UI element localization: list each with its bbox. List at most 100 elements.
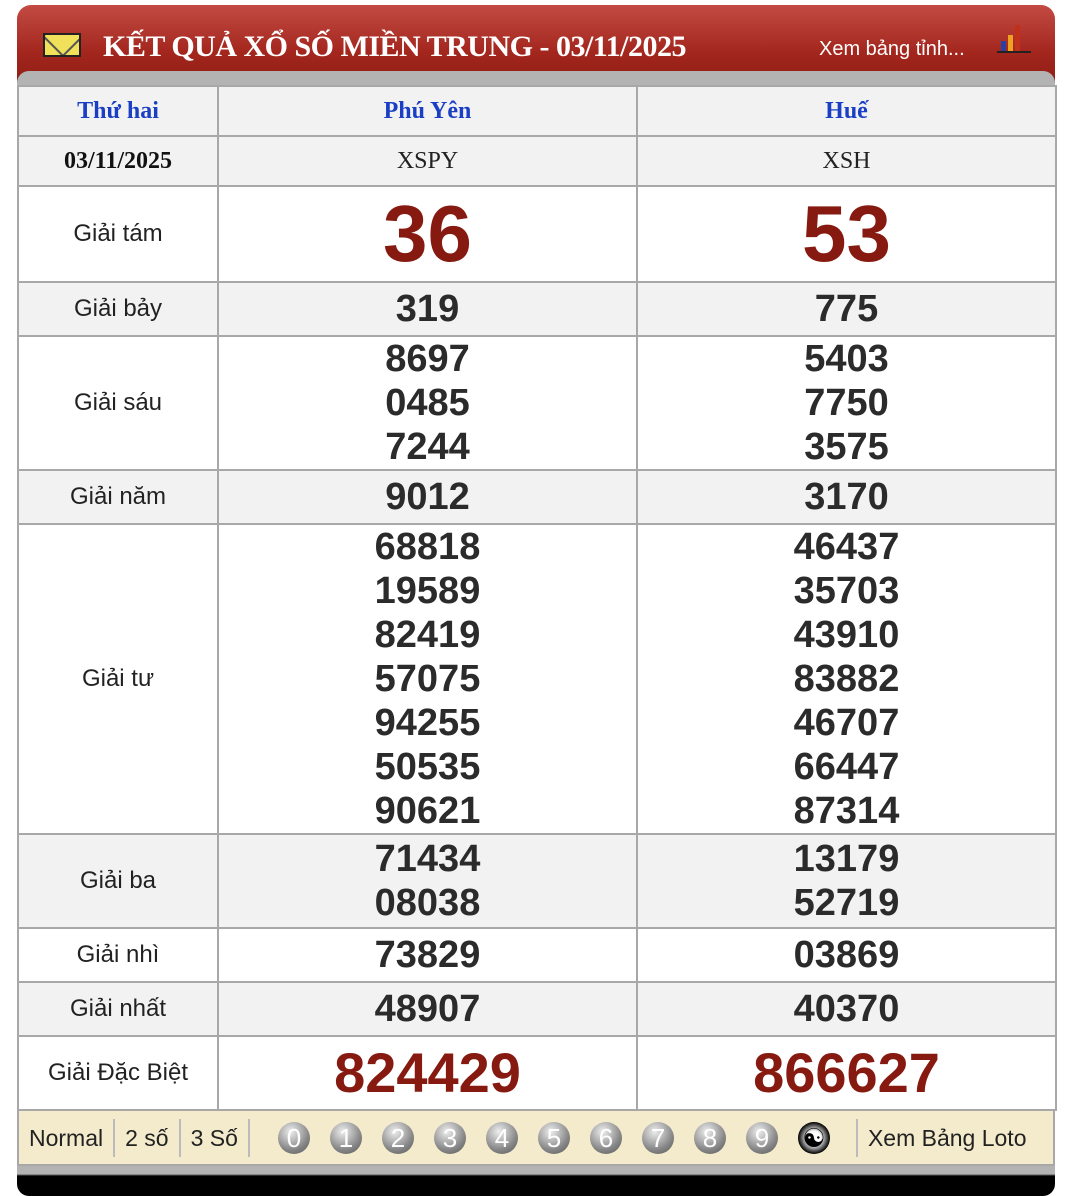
prize-number: 3170 — [804, 476, 889, 518]
prize-number: 03869 — [793, 934, 900, 976]
page-title: KẾT QUẢ XỔ SỐ MIỀN TRUNG - 03/11/2025 — [103, 30, 686, 63]
digit-2-button[interactable]: 2 — [381, 1121, 414, 1154]
prize-label: Giải tám — [17, 185, 219, 283]
prize-number: 90621 — [374, 790, 481, 832]
prize-number: 48907 — [374, 988, 481, 1030]
prize-number: 50535 — [374, 746, 481, 788]
prize-row: Giải tư 68818 19589 82419 57075 94255 50535 906… — [17, 523, 1057, 835]
prize-label: Giải năm — [17, 469, 219, 525]
prize-number: 68818 — [374, 526, 481, 568]
prize-cell: 71434 08038 — [217, 833, 638, 929]
prize-cell: 36 — [217, 185, 638, 283]
prize-label: Giải tư — [17, 523, 219, 835]
prize-number: 319 — [395, 288, 460, 330]
prize-label: Giải nhì — [17, 927, 219, 983]
prize-number: 7750 — [804, 382, 889, 424]
prize-row: Giải ba 71434 08038 13179 52719 — [17, 833, 1057, 929]
prize-number: 71434 — [374, 838, 481, 880]
prize-cell: 824429 — [217, 1035, 638, 1111]
prize-row: Giải năm 9012 3170 — [17, 469, 1057, 525]
prize-number: 8697 — [385, 338, 470, 380]
prize-row: Giải nhì 73829 03869 — [17, 927, 1057, 983]
prize-row: Giải Đặc Biệt 824429 866627 — [17, 1035, 1057, 1111]
prize-number: 9012 — [385, 476, 470, 518]
prize-number: 82419 — [374, 614, 481, 656]
prize-cell: 40370 — [636, 981, 1057, 1037]
digit-3-button[interactable]: 3 — [433, 1121, 466, 1154]
digit-8-button[interactable]: 8 — [693, 1121, 726, 1154]
prize-row: Giải nhất 48907 40370 — [17, 981, 1057, 1037]
province-hue[interactable]: Huế — [636, 85, 1057, 137]
prize-number: 87314 — [793, 790, 900, 832]
prize-number: 53 — [802, 189, 891, 278]
prize-number: 57075 — [374, 658, 481, 700]
prize-cell: 68818 19589 82419 57075 94255 50535 90621 — [217, 523, 638, 835]
prize-number: 94255 — [374, 702, 481, 744]
prize-cell: 775 — [636, 281, 1057, 337]
prize-cell: 46437 35703 43910 83882 46707 66447 87314 — [636, 523, 1057, 835]
mode-3-digits[interactable]: 3 Số — [181, 1118, 250, 1157]
envelope-icon — [43, 33, 81, 57]
prize-cell: 53 — [636, 185, 1057, 283]
province-code: XSH — [636, 135, 1057, 187]
prize-number: 0485 — [385, 382, 470, 424]
digit-4-button[interactable]: 4 — [485, 1121, 518, 1154]
prize-label: Giải sáu — [17, 335, 219, 471]
prize-number: 40370 — [793, 988, 900, 1030]
prize-row: Giải tám 36 53 — [17, 185, 1057, 283]
prize-number: 36 — [383, 189, 472, 278]
yin-yang-icon[interactable]: ☯ — [797, 1121, 830, 1154]
prize-cell: 3170 — [636, 469, 1057, 525]
prize-label: Giải ba — [17, 833, 219, 929]
prize-number: 08038 — [374, 882, 481, 924]
digit-7-button[interactable]: 7 — [641, 1121, 674, 1154]
prize-row: Giải bảy 319 775 — [17, 281, 1057, 337]
province-phu-yen[interactable]: Phú Yên — [217, 85, 638, 137]
prize-number: 46437 — [793, 526, 900, 568]
prize-number: 5403 — [804, 338, 889, 380]
prize-cell: 5403 7750 3575 — [636, 335, 1057, 471]
results-widget: KẾT QUẢ XỔ SỐ MIỀN TRUNG - 03/11/2025 Xe… — [17, 5, 1057, 1196]
draw-date: 03/11/2025 — [17, 135, 219, 187]
prize-cell: 319 — [217, 281, 638, 337]
view-provinces-link[interactable]: Xem bảng tỉnh... — [819, 38, 965, 60]
mode-2-digits[interactable]: 2 số — [115, 1118, 181, 1157]
prize-number: 43910 — [793, 614, 900, 656]
prize-cell: 8697 0485 7244 — [217, 335, 638, 471]
prize-number: 3575 — [804, 426, 889, 468]
prize-row: Giải sáu 8697 0485 7244 5403 7750 3575 — [17, 335, 1057, 471]
results-table: Thứ hai Phú Yên Huế 03/11/2025 XSPY XSH … — [17, 85, 1057, 1111]
prize-number: 35703 — [793, 570, 900, 612]
prize-cell: 866627 — [636, 1035, 1057, 1111]
prize-cell: 13179 52719 — [636, 833, 1057, 929]
prize-number: 52719 — [793, 882, 900, 924]
prize-number: 73829 — [374, 934, 481, 976]
view-loto-link[interactable]: Xem Bảng Loto — [855, 1118, 1037, 1157]
prize-number: 7244 — [385, 426, 470, 468]
prize-label: Giải nhất — [17, 981, 219, 1037]
mode-normal[interactable]: Normal — [19, 1118, 116, 1157]
digit-0-button[interactable]: 0 — [277, 1121, 310, 1154]
prize-number: 19589 — [374, 570, 481, 612]
prize-number: 83882 — [793, 658, 900, 700]
weekday: Thứ hai — [17, 85, 219, 137]
prize-label: Giải bảy — [17, 281, 219, 337]
header-bar: KẾT QUẢ XỔ SỐ MIỀN TRUNG - 03/11/2025 Xe… — [17, 5, 1055, 85]
prize-number: 66447 — [793, 746, 900, 788]
prize-cell: 48907 — [217, 981, 638, 1037]
digit-1-button[interactable]: 1 — [329, 1121, 362, 1154]
digit-6-button[interactable]: 6 — [589, 1121, 622, 1154]
digit-9-button[interactable]: 9 — [745, 1121, 778, 1154]
prize-number: 13179 — [793, 838, 900, 880]
prize-label: Giải Đặc Biệt — [17, 1035, 219, 1111]
footer-shadow — [17, 1166, 1055, 1196]
bar-chart-icon[interactable] — [995, 25, 1033, 55]
prize-number: 775 — [814, 288, 879, 330]
prize-number: 866627 — [753, 1041, 940, 1104]
digit-5-button[interactable]: 5 — [537, 1121, 570, 1154]
filter-bar: Normal 2 số 3 Số 0 1 2 3 4 5 6 7 8 9 ☯ Xem Bảng Lo… — [17, 1111, 1055, 1166]
prize-number: 824429 — [334, 1041, 521, 1104]
province-code: XSPY — [217, 135, 638, 187]
prize-cell: 73829 — [217, 927, 638, 983]
prize-number: 46707 — [793, 702, 900, 744]
